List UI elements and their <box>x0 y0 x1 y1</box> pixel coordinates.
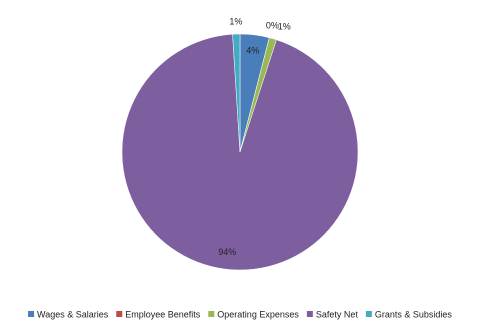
legend-label: Grants & Subsidies <box>375 309 453 319</box>
data-label: 94% <box>218 247 236 257</box>
legend-label: Wages & Salaries <box>37 309 109 319</box>
legend-swatch <box>208 311 215 317</box>
legend-swatch <box>306 311 313 317</box>
legend-swatch <box>28 311 35 317</box>
pie-slice <box>232 33 241 153</box>
legend-swatch <box>365 311 372 317</box>
legend-label: Operating Expenses <box>217 309 299 319</box>
legend-label: Safety Net <box>316 309 359 319</box>
legend-swatch <box>116 311 123 317</box>
legend-label: Employee Benefits <box>125 309 201 319</box>
data-label: 4% <box>246 46 259 56</box>
data-label: 1% <box>278 22 291 32</box>
data-label: 1% <box>229 16 242 26</box>
data-label: 0% <box>266 20 279 30</box>
pie-slice <box>121 33 359 271</box>
